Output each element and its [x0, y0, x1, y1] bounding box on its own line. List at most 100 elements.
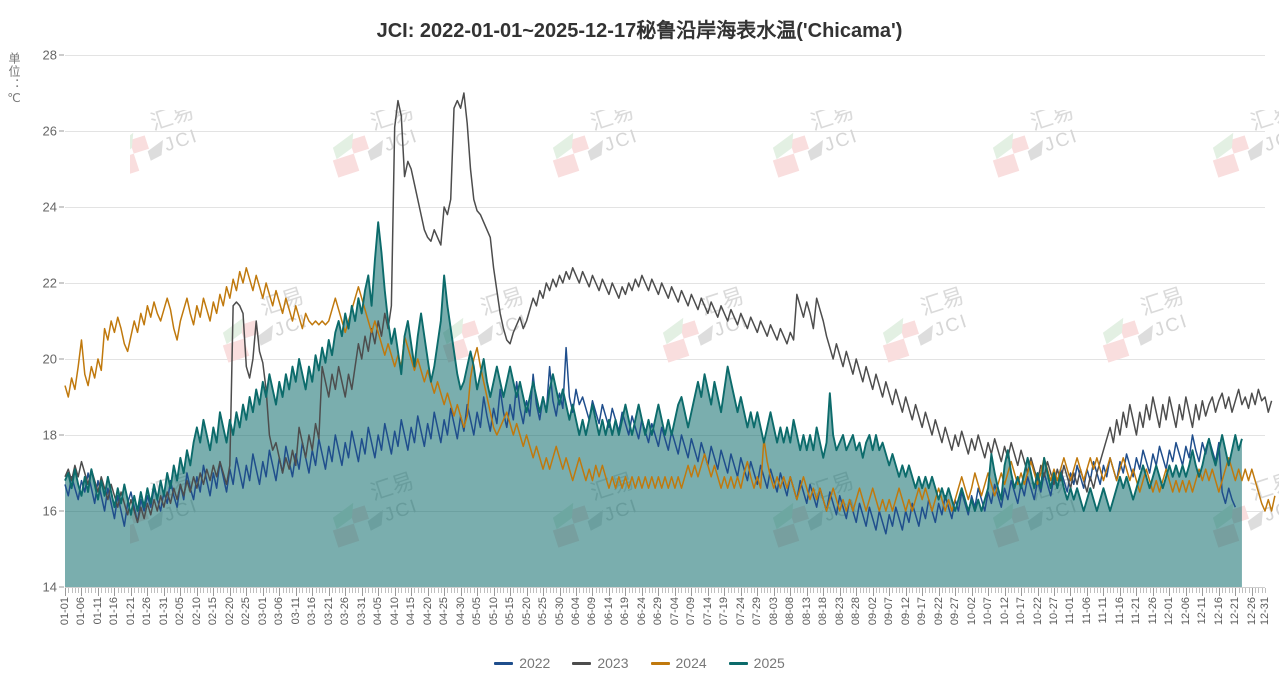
x-axis-tick-label: 01-21 [124, 597, 137, 626]
x-axis-tick-mark [104, 588, 106, 593]
x-axis-tick-mark [945, 588, 947, 593]
x-axis-tick-mark [434, 588, 436, 593]
x-axis-tick-mark [81, 588, 83, 596]
x-axis-tick-mark [783, 588, 785, 593]
legend-item-2023[interactable]: 2023 [572, 655, 629, 671]
x-axis-tick-mark [424, 588, 426, 593]
x-axis-tick-mark [1199, 588, 1201, 593]
x-axis-tick-mark [895, 588, 897, 593]
x-axis-tick-mark [661, 588, 663, 593]
x-axis-tick-mark [246, 588, 248, 596]
x-axis-tick-mark [803, 588, 805, 593]
x-axis-tick-mark [592, 588, 594, 596]
x-axis-tick-mark [1192, 588, 1194, 593]
x-axis-tick-mark [1004, 588, 1006, 596]
x-axis-tick-label: 07-29 [751, 597, 764, 626]
x-axis-tick-mark [635, 588, 637, 593]
x-axis-tick-mark [157, 588, 159, 593]
x-axis-tick-label: 06-24 [635, 597, 648, 626]
x-axis-tick-mark [91, 588, 93, 593]
x-axis-tick-mark [770, 588, 772, 593]
x-axis-tick-mark [737, 588, 739, 593]
x-axis-tick-mark [74, 588, 76, 593]
x-axis-tick-mark [981, 588, 983, 593]
x-axis-tick-label: 12-06 [1179, 597, 1192, 626]
x-axis-tick-mark [925, 588, 927, 593]
x-axis-tick-mark [427, 588, 429, 596]
x-axis-tick-label: 10-12 [998, 597, 1011, 626]
x-axis-tick-label: 10-07 [982, 597, 995, 626]
x-axis-tick-mark [88, 588, 90, 593]
x-axis-tick-label: 07-09 [685, 597, 698, 626]
x-axis-tick-mark [483, 588, 485, 593]
x-axis-tick-label: 06-14 [602, 597, 615, 626]
x-axis-tick-mark [549, 588, 551, 593]
x-axis-tick-mark [193, 588, 195, 593]
legend-label: 2024 [675, 655, 707, 671]
x-axis-tick-mark [404, 588, 406, 593]
x-axis-tick-mark [447, 588, 449, 593]
x-axis-tick-label: 08-08 [784, 597, 797, 626]
x-axis-tick-mark [1248, 588, 1250, 593]
x-axis-tick-mark [513, 588, 515, 593]
legend-swatch-icon [572, 661, 592, 665]
x-axis-tick-label: 12-11 [1196, 597, 1209, 625]
x-axis-tick-mark [1139, 588, 1141, 593]
legend-swatch-icon [650, 661, 670, 665]
x-axis-tick-mark [608, 588, 610, 596]
x-axis-tick-mark [757, 588, 759, 596]
series-layer [64, 92, 1276, 587]
x-axis-tick-mark [365, 588, 366, 593]
y-axis-tick-mark [59, 54, 64, 56]
legend-item-2022[interactable]: 2022 [494, 655, 550, 671]
x-axis-tick-mark [275, 588, 277, 593]
x-axis-tick-label: 06-04 [569, 597, 582, 626]
x-axis-tick-label: 08-03 [767, 597, 780, 626]
x-axis-tick-mark [1241, 588, 1243, 593]
x-axis-tick-mark [358, 588, 360, 593]
y-axis-tick-label: 22 [42, 275, 57, 291]
x-axis-tick-mark [1113, 588, 1115, 593]
x-axis-tick-mark [361, 588, 363, 596]
x-axis-tick-label: 03-01 [256, 597, 269, 626]
x-axis-tick-mark [454, 588, 455, 593]
x-axis-tick-mark [163, 588, 165, 596]
x-axis-tick-mark [285, 588, 287, 593]
x-axis-tick-mark [1195, 588, 1197, 593]
x-axis-tick-mark [628, 588, 630, 593]
x-axis-tick-mark [391, 588, 393, 593]
x-axis-tick-mark [1119, 588, 1121, 596]
x-axis-tick-mark [1169, 588, 1171, 596]
x-axis-tick-mark [875, 588, 877, 593]
x-axis-tick-mark [777, 588, 779, 593]
legend-item-2024[interactable]: 2024 [650, 655, 707, 671]
x-axis-tick-mark [539, 588, 541, 593]
x-axis-tick-label: 12-16 [1212, 597, 1225, 626]
x-axis-tick-mark [1143, 588, 1145, 593]
x-axis-tick-mark [750, 588, 752, 593]
x-axis-tick-mark [638, 588, 640, 593]
x-axis-tick-label: 05-15 [504, 597, 517, 626]
x-axis-tick-mark [566, 588, 568, 593]
x-axis-tick-mark [1047, 588, 1049, 593]
x-axis-tick-mark [1225, 588, 1227, 593]
x-axis-tick-mark [572, 588, 574, 593]
x-axis-tick-mark [134, 588, 136, 593]
x-axis-tick-mark [958, 588, 960, 593]
x-axis-tick-mark [905, 588, 907, 596]
y-axis-tick-mark [59, 358, 64, 360]
x-axis-tick-mark [322, 588, 324, 593]
series-line-2024 [64, 267, 1276, 512]
x-axis-tick-mark [605, 588, 607, 593]
x-axis-tick-mark [289, 588, 291, 593]
gridline [65, 283, 1265, 284]
x-axis-tick-mark [796, 588, 798, 593]
x-axis-tick-mark [668, 588, 670, 593]
x-axis-tick-mark [94, 588, 96, 593]
legend-label: 2022 [519, 655, 551, 671]
legend-item-2025[interactable]: 2025 [728, 655, 785, 671]
x-axis-tick-mark [1034, 588, 1036, 593]
x-axis-tick-mark [826, 588, 828, 593]
x-axis-tick-mark [1156, 588, 1158, 593]
x-axis-tick-mark [1030, 588, 1032, 593]
